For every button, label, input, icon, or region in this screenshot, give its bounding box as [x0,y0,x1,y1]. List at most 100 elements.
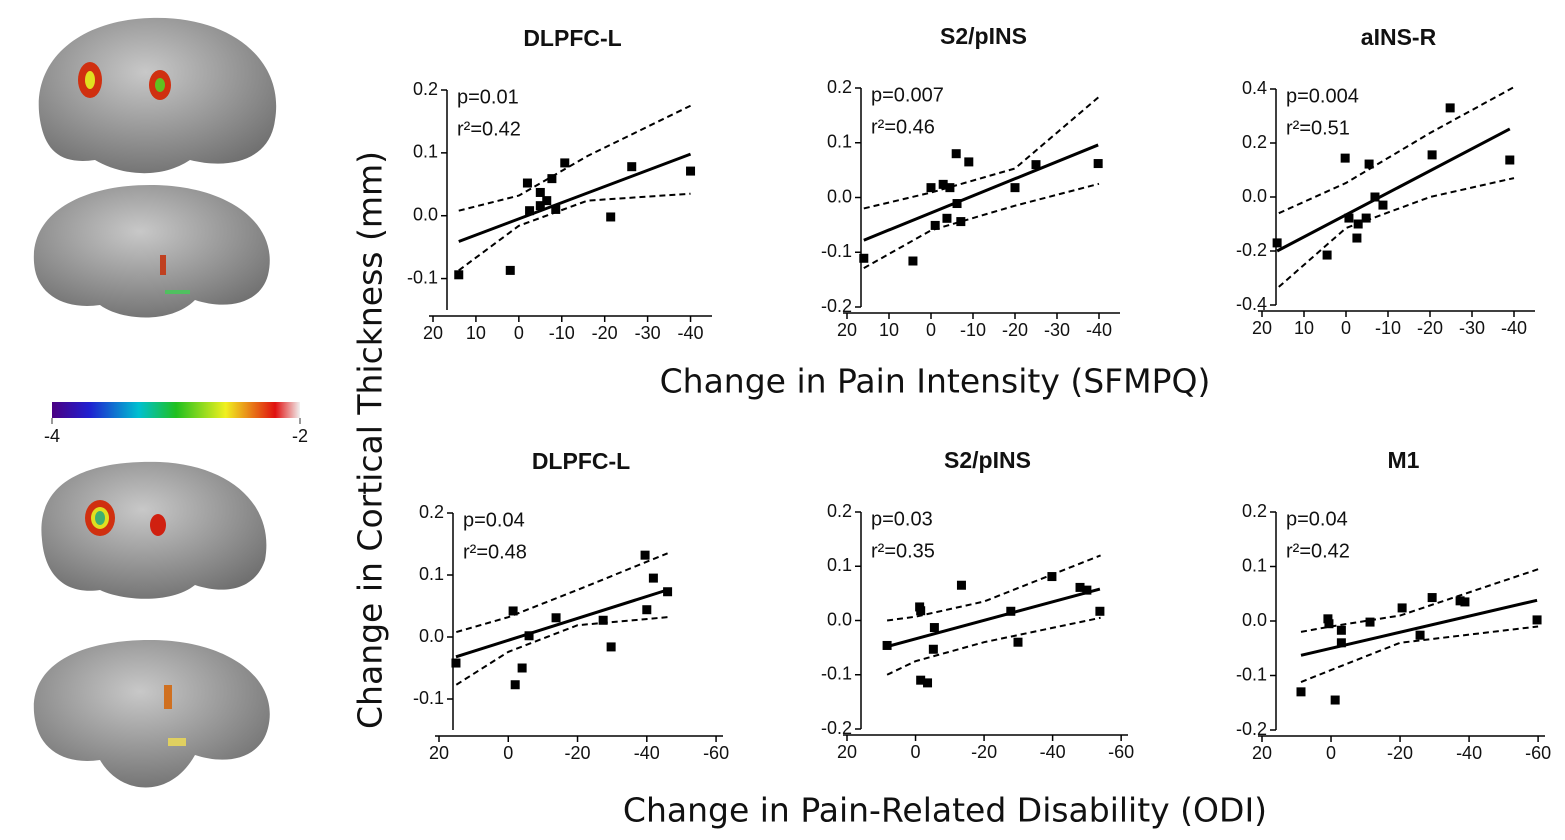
y-tick-label: -0.4 [1236,294,1267,314]
x-axis-label: Change in Pain Intensity (SFMPQ) [660,362,1211,401]
x-tick-label: 0 [503,743,513,763]
point [627,162,636,171]
point [1533,615,1542,624]
y-tick-label: 0.0 [419,626,444,646]
point [1095,607,1104,616]
point [1337,638,1346,647]
y-tick-label: 0.0 [413,204,438,224]
annotation: r²=0.42 [457,118,521,140]
point [663,587,672,596]
annotation: r²=0.42 [1286,540,1350,562]
chart-title: DLPFC-L [523,25,621,51]
point [1323,251,1332,260]
x-tick-label: -30 [1044,320,1070,340]
x-tick-label: 20 [837,742,857,762]
point [641,551,650,560]
activation [85,71,95,89]
figure: Change in Cortical Thickness (mm) Change… [0,0,1565,840]
point [916,606,925,615]
point [1273,238,1282,247]
point [606,212,615,221]
point [599,616,608,625]
y-tick-label: 0.2 [1242,132,1267,152]
y-tick-label: -0.2 [1236,240,1267,260]
chart-title: S2/pINS [944,447,1031,473]
point [686,167,695,176]
x-tick-label: -40 [1456,743,1482,763]
x-tick-label: 0 [926,320,936,340]
x-tick-label: 0 [1326,743,1336,763]
activation [164,685,172,709]
activation [155,78,165,92]
point [1416,631,1425,640]
point [953,199,962,208]
x-tick-label: -10 [1375,318,1401,338]
activation [95,511,105,525]
point [536,188,545,197]
x-tick-label: -60 [703,743,729,763]
point [1505,156,1514,165]
y-tick-label: 0.0 [827,609,852,629]
x-tick-label: 20 [429,743,449,763]
y-tick-label: -0.2 [821,718,852,738]
y-tick-label: 0.1 [413,142,438,162]
x-tick-label: 0 [1341,318,1351,338]
point [930,623,939,632]
annotation: p=0.04 [1286,508,1348,530]
point [1354,220,1363,229]
point [511,680,520,689]
x-tick-label: -20 [971,742,997,762]
point [506,266,515,275]
point [1082,586,1091,595]
chart-title: M1 [1388,447,1420,473]
point [525,631,534,640]
point [927,183,936,192]
x-tick-label: -60 [1525,743,1551,763]
y-tick-label: 0.2 [827,77,852,97]
x-tick-label: -40 [1040,742,1066,762]
point [1365,160,1374,169]
x-tick-label: -20 [1002,320,1028,340]
annotation: r²=0.35 [871,540,935,562]
point [542,196,551,205]
y-tick-label: 0.1 [827,132,852,152]
activation [160,255,166,275]
point [1446,103,1455,112]
point [957,581,966,590]
colorbar-label: -2 [292,426,308,446]
chart-title: DLPFC-L [532,448,630,474]
point [509,606,518,615]
point [1366,618,1375,627]
point [1341,154,1350,163]
point [1324,619,1333,628]
x-tick-label: 10 [466,323,486,343]
point [945,183,954,192]
y-tick-label: 0.2 [413,79,438,99]
x-tick-label: 20 [423,323,443,343]
point [454,270,463,279]
annotation: p=0.007 [871,84,944,106]
x-tick-label: 0 [514,323,524,343]
y-tick-label: 0.1 [419,564,444,584]
y-tick-label: 0.2 [419,502,444,522]
point [1370,193,1379,202]
x-tick-label: 10 [879,320,899,340]
point [883,641,892,650]
y-tick-label: 0.2 [1242,501,1267,521]
point [964,157,973,166]
point [642,605,651,614]
point [942,214,951,223]
y-tick-label: 0.2 [827,501,852,521]
x-tick-label: -40 [1086,320,1112,340]
chart-title: aINS-R [1361,24,1437,50]
point [1398,603,1407,612]
y-tick-label: 0.1 [827,555,852,575]
x-tick-label: -40 [1501,318,1527,338]
point [547,174,556,183]
chart-title: S2/pINS [940,23,1027,49]
point [923,678,932,687]
point [1428,150,1437,159]
point [552,613,561,622]
x-tick-label: -20 [1387,743,1413,763]
x-tick-label: 20 [1252,743,1272,763]
